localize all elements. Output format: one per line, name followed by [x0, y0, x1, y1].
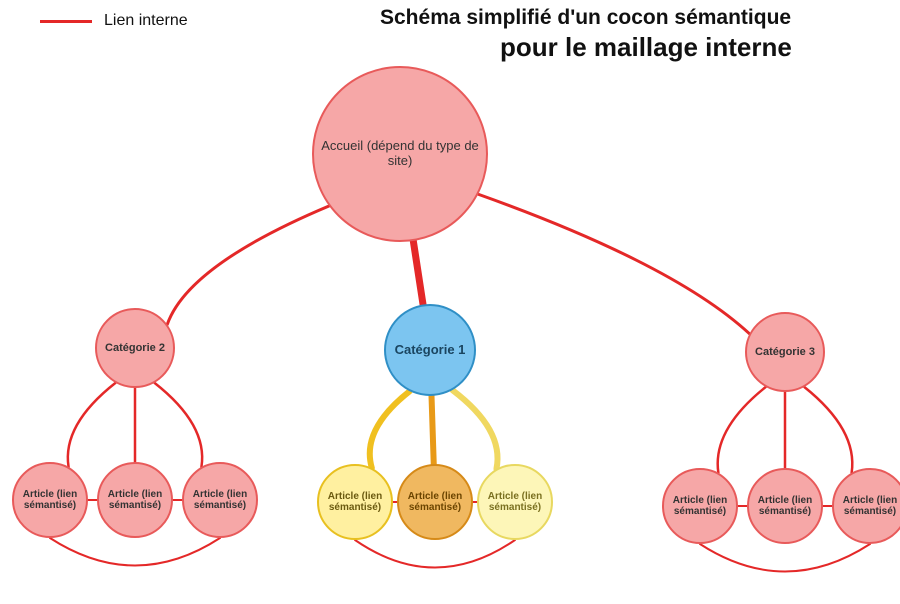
node-cat3: Catégorie 3 [745, 312, 825, 392]
node-label: Article (lien sémantisé) [18, 489, 82, 512]
node-label: Article (lien sémantisé) [668, 495, 732, 518]
node-label: Article (lien sémantisé) [483, 491, 547, 514]
node-a2_3: Article (lien sémantisé) [182, 462, 258, 538]
node-label: Catégorie 2 [101, 342, 169, 355]
node-label: Accueil (dépend du type de site) [318, 139, 482, 169]
node-a2_1: Article (lien sémantisé) [12, 462, 88, 538]
node-label: Article (lien sémantisé) [103, 489, 167, 512]
node-a1_2: Article (lien sémantisé) [397, 464, 473, 540]
node-label: Catégorie 3 [751, 346, 819, 359]
node-a3_2: Article (lien sémantisé) [747, 468, 823, 544]
title-line-2: pour le maillage interne [500, 32, 792, 63]
node-root: Accueil (dépend du type de site) [312, 66, 488, 242]
node-cat1: Catégorie 1 [384, 304, 476, 396]
node-label: Article (lien sémantisé) [838, 495, 900, 518]
legend-label: Lien interne [104, 12, 188, 30]
node-label: Article (lien sémantisé) [753, 495, 817, 518]
node-label: Article (lien sémantisé) [323, 491, 387, 514]
diagram-stage: { "title_line1": "Schéma simplifié d'un … [0, 0, 900, 604]
node-a3_3: Article (lien sémantisé) [832, 468, 900, 544]
node-a1_3: Article (lien sémantisé) [477, 464, 553, 540]
node-a3_1: Article (lien sémantisé) [662, 468, 738, 544]
title-line-1: Schéma simplifié d'un cocon sémantique [380, 6, 791, 30]
node-label: Article (lien sémantisé) [403, 491, 467, 514]
node-a1_1: Article (lien sémantisé) [317, 464, 393, 540]
node-a2_2: Article (lien sémantisé) [97, 462, 173, 538]
legend-line [40, 20, 92, 23]
node-label: Catégorie 1 [390, 343, 470, 358]
node-cat2: Catégorie 2 [95, 308, 175, 388]
node-label: Article (lien sémantisé) [188, 489, 252, 512]
